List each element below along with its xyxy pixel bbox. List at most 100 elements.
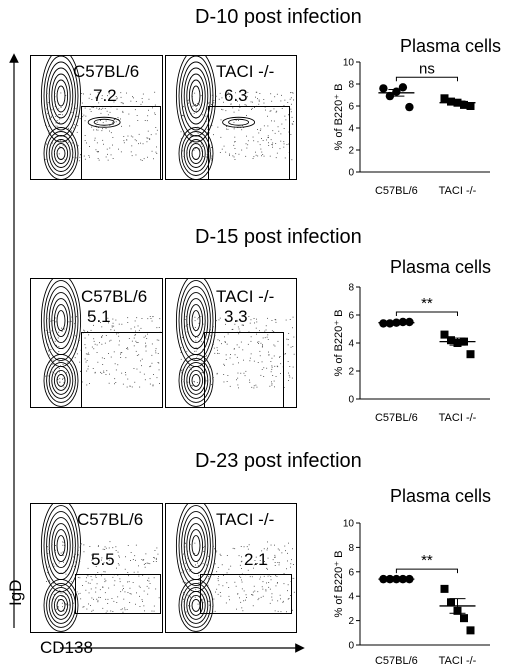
event-dot xyxy=(211,155,213,157)
event-dot xyxy=(196,355,198,357)
event-dot xyxy=(225,151,227,153)
event-dot xyxy=(224,342,226,343)
event-dot xyxy=(190,135,192,137)
event-dot xyxy=(124,591,126,593)
event-dot xyxy=(252,101,253,103)
event-dot xyxy=(102,586,104,588)
contour-line xyxy=(191,147,201,160)
event-dot xyxy=(80,370,81,372)
event-dot xyxy=(211,159,213,161)
event-dot xyxy=(189,337,191,338)
event-dot xyxy=(233,144,235,146)
strain-label: TACI -/- xyxy=(216,287,275,306)
event-dot xyxy=(180,138,182,140)
event-dot xyxy=(195,340,197,342)
event-dot xyxy=(217,580,219,582)
event-dot xyxy=(133,345,135,347)
event-dot xyxy=(151,354,153,356)
event-dot xyxy=(230,565,232,567)
contour-line xyxy=(51,590,71,620)
event-dot xyxy=(291,116,293,118)
event-dot xyxy=(57,606,59,607)
contour-line xyxy=(51,139,71,168)
data-point xyxy=(460,614,468,623)
event-dot xyxy=(58,599,60,601)
event-dot xyxy=(245,594,247,596)
event-dot xyxy=(68,127,69,129)
event-dot xyxy=(80,154,81,155)
contour-line xyxy=(178,578,214,632)
contour-line xyxy=(53,79,69,113)
event-dot xyxy=(94,372,96,374)
contour-line xyxy=(51,298,71,344)
event-dot xyxy=(182,115,184,116)
contour-line xyxy=(87,116,121,128)
category-label: TACI -/- xyxy=(439,412,477,424)
event-dot xyxy=(258,99,260,101)
event-dot xyxy=(197,132,199,134)
contour-line xyxy=(56,373,66,387)
event-dot xyxy=(93,129,95,131)
event-dot xyxy=(123,140,125,142)
event-dot xyxy=(60,572,62,574)
contour-line xyxy=(188,529,204,563)
event-dot xyxy=(127,135,129,137)
event-dot xyxy=(71,148,73,150)
event-dot xyxy=(288,131,290,133)
event-dot xyxy=(61,592,63,594)
event-dot xyxy=(89,582,91,584)
event-dot xyxy=(96,583,98,585)
event-dot xyxy=(287,598,289,600)
event-dot xyxy=(251,107,253,109)
event-dot xyxy=(149,316,151,317)
event-dot xyxy=(87,582,89,584)
event-dot xyxy=(185,562,187,564)
event-dot xyxy=(79,156,81,158)
event-dot xyxy=(59,141,61,143)
event-dot xyxy=(261,550,263,552)
event-dot xyxy=(182,581,184,583)
event-dot xyxy=(274,132,276,134)
event-dot xyxy=(247,569,249,571)
event-dot xyxy=(141,358,143,360)
event-dot xyxy=(183,593,185,595)
event-dot xyxy=(132,582,134,583)
event-dot xyxy=(66,382,68,384)
event-dot xyxy=(190,555,192,557)
event-dot xyxy=(120,357,122,358)
y-tick-label: 8 xyxy=(348,543,354,554)
event-dot xyxy=(260,576,261,578)
event-dot xyxy=(92,556,94,558)
event-dot xyxy=(189,553,191,554)
event-dot xyxy=(102,548,104,550)
event-dot xyxy=(122,589,123,591)
event-dot xyxy=(242,349,244,351)
event-dot xyxy=(50,349,52,350)
event-dot xyxy=(201,593,203,595)
event-dot xyxy=(45,122,46,124)
event-dot xyxy=(181,572,183,574)
event-dot xyxy=(259,144,261,146)
event-dot xyxy=(183,156,185,157)
event-dot xyxy=(112,576,114,578)
event-dot xyxy=(274,556,276,558)
event-dot xyxy=(283,583,285,585)
event-dot xyxy=(145,553,147,555)
event-dot xyxy=(257,591,259,593)
event-dot xyxy=(271,599,273,601)
event-dot xyxy=(239,575,240,577)
event-dot xyxy=(246,147,248,149)
event-dot xyxy=(116,97,118,99)
event-dot xyxy=(136,592,137,594)
event-dot xyxy=(55,101,56,103)
event-dot xyxy=(73,346,75,347)
event-dot xyxy=(112,318,114,320)
event-dot xyxy=(285,119,287,121)
event-dot xyxy=(83,544,85,546)
event-dot xyxy=(56,120,58,121)
event-dot xyxy=(104,571,106,573)
y-axis-title: % of B220⁺ B xyxy=(333,551,345,618)
event-dot xyxy=(140,142,141,144)
plasma-cell-gate xyxy=(81,106,161,179)
data-point xyxy=(447,336,455,345)
